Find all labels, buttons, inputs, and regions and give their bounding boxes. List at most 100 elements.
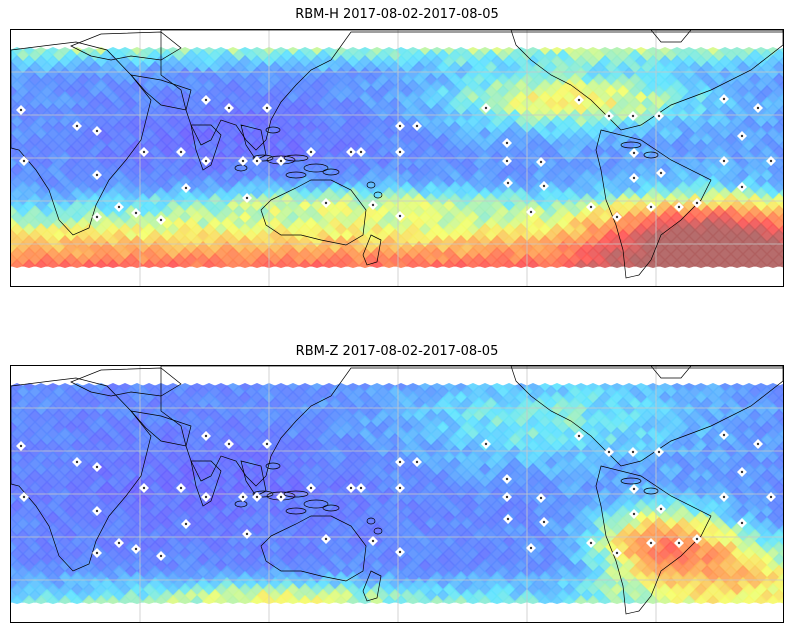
station-dot	[95, 215, 99, 219]
station-dot	[659, 171, 663, 175]
field-cell	[502, 259, 516, 268]
field-cell	[118, 47, 132, 57]
field-cell	[238, 47, 252, 57]
station-marker-icon	[276, 156, 286, 166]
station-dot	[615, 215, 619, 219]
field-cell	[46, 47, 60, 57]
station-marker-icon	[321, 198, 331, 208]
field-cell	[610, 259, 624, 268]
field-cell	[22, 47, 36, 57]
station-marker-icon	[526, 207, 536, 217]
field-cell	[718, 259, 732, 268]
field-cell	[82, 383, 96, 393]
field-cell	[682, 383, 696, 393]
field-cell	[772, 253, 783, 267]
field-cell	[178, 383, 192, 393]
field-cell	[70, 259, 84, 268]
station-dot	[398, 150, 402, 154]
station-marker-icon	[656, 168, 666, 178]
station-marker-icon	[395, 211, 405, 221]
station-dot	[695, 201, 699, 205]
field-cell	[598, 383, 612, 393]
field-cell	[346, 259, 360, 268]
coastline-samerica	[595, 129, 712, 279]
field-cell	[178, 259, 192, 268]
field-cell	[586, 259, 600, 268]
field-cell	[202, 47, 216, 57]
station-marker-icon	[737, 131, 747, 141]
field-cell	[178, 47, 192, 57]
station-marker-icon	[139, 147, 149, 157]
station-marker-icon	[92, 170, 102, 180]
field-cell	[334, 47, 348, 57]
field-cell	[772, 217, 783, 231]
field-cell	[622, 383, 636, 393]
field-cell	[550, 383, 564, 393]
field-cell	[34, 383, 48, 393]
field-cell	[190, 47, 204, 57]
field-cell	[538, 383, 552, 393]
field-cell	[358, 259, 372, 268]
field-cell	[634, 47, 648, 57]
field-cell	[622, 259, 636, 268]
field-cell	[658, 259, 672, 268]
station-dot	[756, 106, 760, 110]
field-cell	[442, 383, 456, 393]
field-cell	[730, 47, 744, 57]
field-cell	[772, 109, 783, 123]
field-cell	[166, 259, 180, 268]
field-cell	[82, 47, 96, 57]
field-cell	[730, 259, 744, 268]
field-cell	[550, 259, 564, 268]
field-cell	[358, 383, 372, 393]
station-marker-icon	[674, 202, 684, 212]
field-cell	[346, 47, 360, 57]
field-cell	[772, 517, 783, 531]
station-dot	[505, 159, 509, 163]
station-dot	[95, 173, 99, 177]
field-cell	[526, 259, 540, 268]
rbm-h-gridlines	[11, 30, 783, 286]
field-cell	[772, 205, 783, 219]
station-marker-icon	[539, 181, 549, 191]
field-cell	[142, 383, 156, 393]
coastline-island	[252, 154, 274, 162]
field-cell	[598, 259, 612, 268]
field-cell	[274, 383, 288, 393]
station-dot	[265, 106, 269, 110]
field-cell	[322, 383, 336, 393]
station-dot	[324, 201, 328, 205]
station-marker-icon	[72, 121, 82, 131]
station-marker-icon	[503, 178, 513, 188]
field-cell	[454, 259, 468, 268]
station-dot	[529, 210, 533, 214]
station-dot	[740, 134, 744, 138]
field-cell	[442, 259, 456, 268]
station-marker-icon	[628, 111, 638, 121]
field-cell	[772, 97, 783, 111]
field-cell	[694, 383, 708, 393]
field-cell	[406, 259, 420, 268]
rbm-z-field-cells	[11, 383, 783, 604]
station-dot	[117, 205, 121, 209]
station-dot	[657, 114, 661, 118]
station-marker-icon	[719, 156, 729, 166]
station-dot	[505, 141, 509, 145]
station-dot	[632, 176, 636, 180]
station-dot	[542, 184, 546, 188]
field-cell	[58, 383, 72, 393]
coastline-namerica	[510, 30, 783, 131]
field-cell	[382, 47, 396, 57]
station-marker-icon	[692, 198, 702, 208]
field-cell	[382, 259, 396, 268]
station-marker-icon	[346, 147, 356, 157]
field-cell	[526, 383, 540, 393]
field-cell	[334, 383, 348, 393]
field-cell	[538, 47, 552, 57]
coastline-newzealand	[362, 234, 382, 266]
field-cell	[490, 47, 504, 57]
field-cell	[634, 383, 648, 393]
field-cell	[772, 409, 783, 423]
field-cell	[130, 383, 144, 393]
field-cell	[226, 259, 240, 268]
